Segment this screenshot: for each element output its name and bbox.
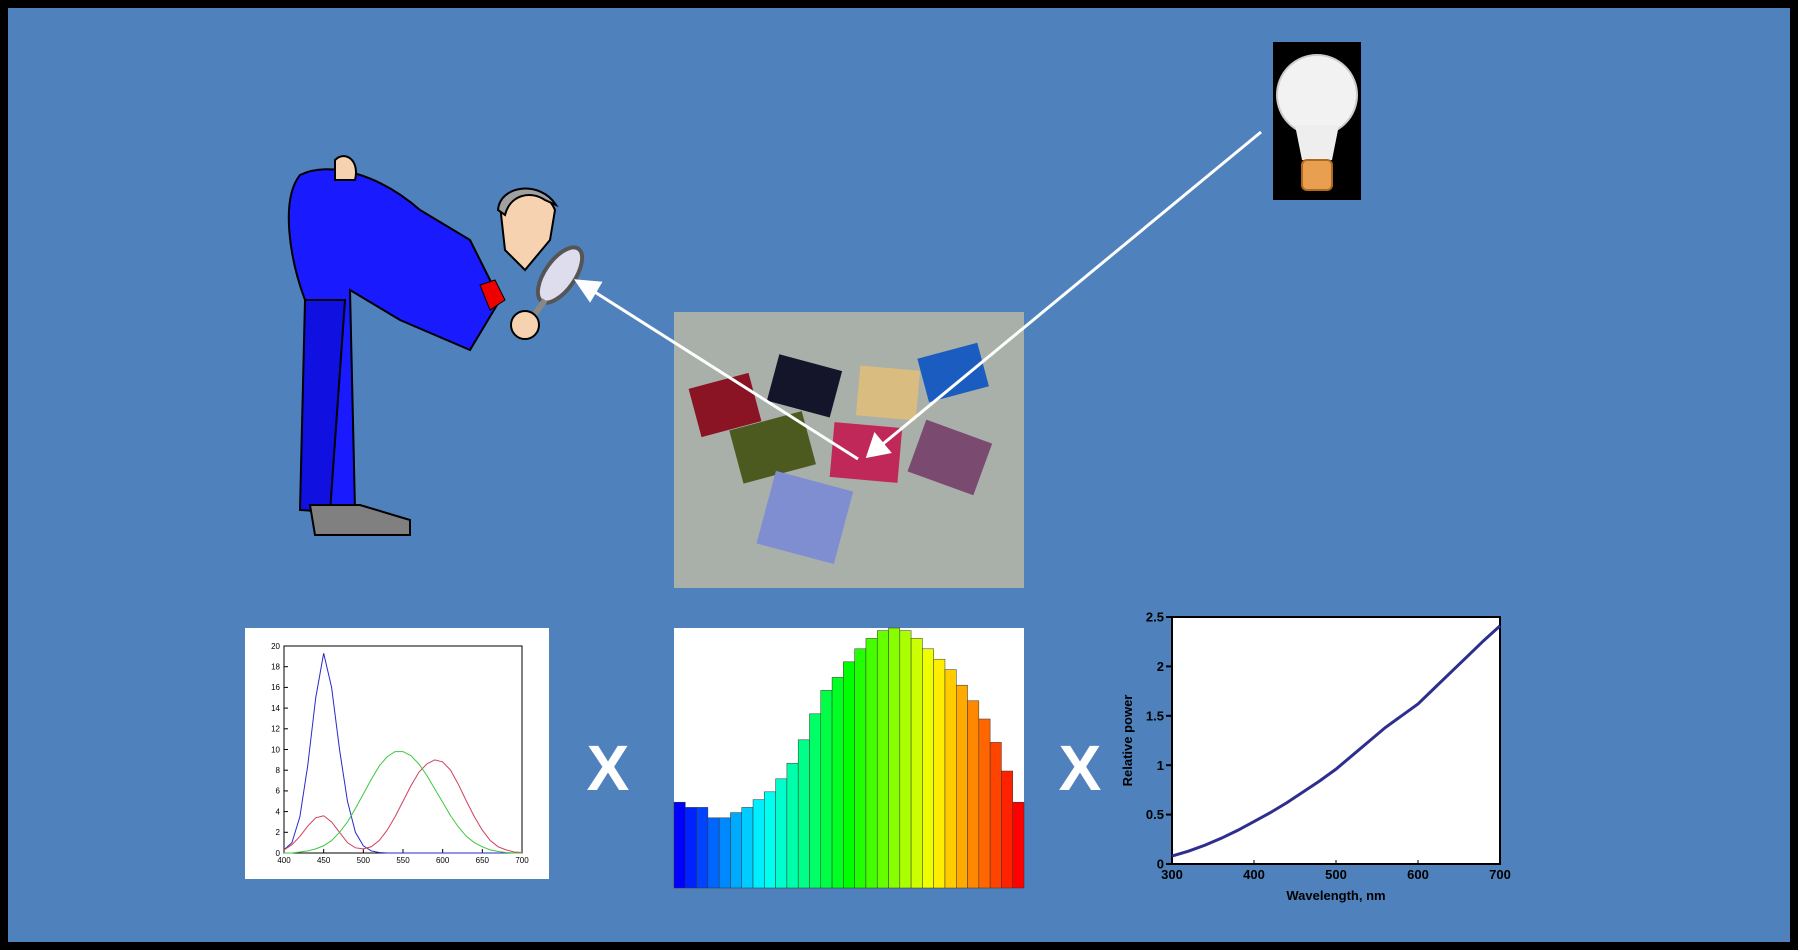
bar (708, 818, 719, 888)
bar (877, 631, 888, 888)
y-tick-label: 8 (276, 766, 281, 775)
y-tick-label: 0 (276, 849, 281, 858)
x-tick-label: 400 (1243, 867, 1265, 882)
fabric-samples-photo (674, 312, 1024, 588)
plot-area (1172, 617, 1500, 864)
x-axis-label: Wavelength, nm (1286, 888, 1385, 903)
bar (730, 813, 741, 888)
x-tick-label: 650 (476, 856, 490, 865)
y-tick-label: 18 (271, 663, 280, 672)
bar (685, 807, 696, 888)
bar (674, 802, 685, 888)
bar (900, 631, 911, 888)
multiply-symbol: X (587, 732, 630, 804)
y-tick-label: 1.5 (1146, 708, 1164, 723)
bar (922, 649, 933, 888)
bar (753, 800, 764, 888)
y-tick-label: 1 (1157, 758, 1164, 773)
bar (697, 807, 708, 888)
bar (1013, 802, 1024, 888)
x-tick-label: 450 (317, 856, 331, 865)
light-bulb (1273, 42, 1361, 200)
x-tick-label: 600 (436, 856, 450, 865)
y-tick-label: 2 (1157, 659, 1164, 674)
bar (889, 628, 900, 888)
y-tick-label: 20 (271, 642, 280, 651)
chart-panel (245, 628, 549, 879)
x-tick-label: 300 (1161, 867, 1183, 882)
y-tick-label: 0 (1157, 857, 1164, 872)
bar (956, 685, 967, 888)
bar (843, 662, 854, 888)
bar (764, 792, 775, 888)
bar (934, 659, 945, 888)
bar (855, 649, 866, 888)
bar (809, 714, 820, 888)
x-tick-label: 700 (1489, 867, 1511, 882)
bar (990, 742, 1001, 888)
bar (821, 690, 832, 888)
y-tick-label: 2 (276, 828, 281, 837)
bar (832, 677, 843, 888)
y-tick-label: 6 (276, 787, 281, 796)
bar (979, 719, 990, 888)
x-tick-label: 700 (515, 856, 529, 865)
bar (1001, 771, 1012, 888)
bar (945, 670, 956, 888)
x-tick-label: 500 (357, 856, 371, 865)
y-tick-label: 10 (271, 745, 280, 754)
y-tick-label: 12 (271, 725, 280, 734)
y-tick-label: 16 (271, 683, 280, 692)
y-tick-label: 4 (276, 807, 281, 816)
multiply-symbol: X (1059, 732, 1102, 804)
y-tick-label: 2.5 (1146, 610, 1164, 625)
y-axis-label: Relative power (1120, 695, 1135, 787)
bar (911, 638, 922, 888)
y-tick-label: 0.5 (1146, 807, 1164, 822)
bar (968, 701, 979, 888)
x-tick-label: 600 (1407, 867, 1429, 882)
x-tick-label: 500 (1325, 867, 1347, 882)
bar (742, 807, 753, 888)
bar (776, 779, 787, 888)
y-tick-label: 14 (271, 704, 280, 713)
bar (719, 818, 730, 888)
bar (798, 740, 809, 888)
bar (866, 638, 877, 888)
bar (787, 763, 798, 888)
x-tick-label: 550 (396, 856, 410, 865)
slide: X X 400450500550600650700024681012141618… (0, 0, 1798, 950)
